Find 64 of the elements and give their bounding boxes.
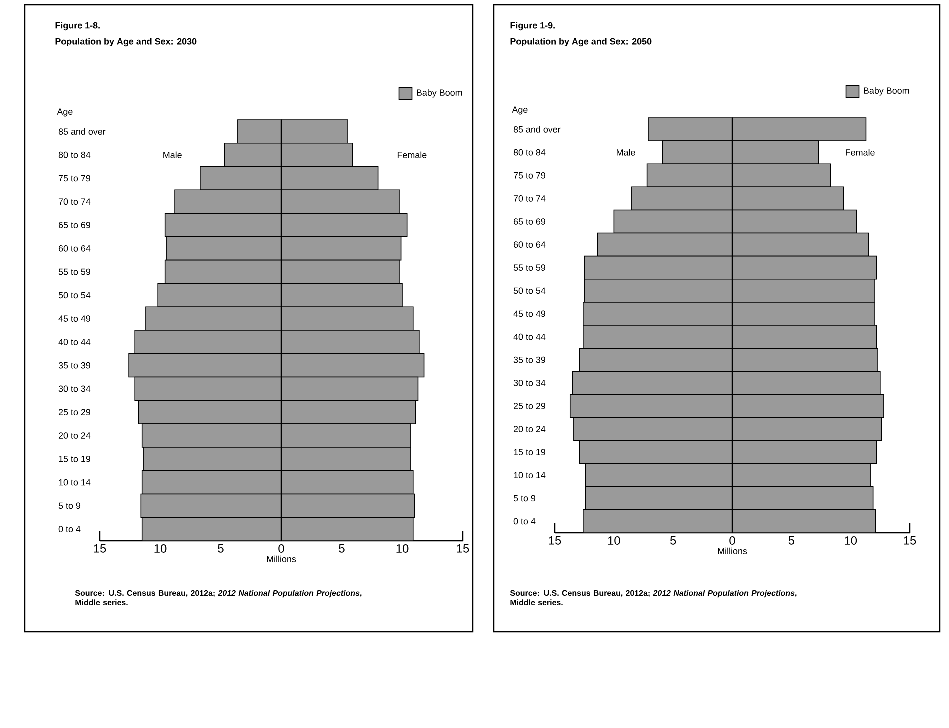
x-axis-title: Millions [267,556,296,562]
y-tick-label: 0 to 4 [514,518,536,525]
chart-subtitle: Population by Age and Sex: 2050 [510,38,652,47]
text: Male [164,152,182,158]
y-tick-label: 85 and over [58,128,106,135]
y-tick-label: 20 to 24 [58,432,91,439]
x-tick-label: 10 [845,536,858,545]
y-tick-label: 30 to 34 [514,380,546,386]
chart-subtitle: Population by Age and Sex: 2030 [56,38,197,47]
text: Female [398,152,427,158]
y-axis-title: Age [57,108,73,117]
y-tick-label: 80 to 84 [514,149,546,156]
y-tick-label: 50 to 54 [58,292,91,299]
x-tick-label: 5 [339,544,345,553]
x-tick-label: 15 [904,536,916,545]
chart-title: Figure 1-8. [56,22,100,31]
series-label: Female [846,149,875,156]
y-tick-label: 80 to 84 [58,152,91,158]
x-tick-label: 5 [218,544,224,553]
x-tick-label: 0 [278,544,284,553]
y-tick-label: 45 to 49 [514,310,546,318]
y-tick-label: 40 to 44 [58,339,91,346]
y-tick-label: 50 to 54 [514,288,546,294]
y-tick-label: 5 to 9 [58,502,81,510]
y-tick-label: 10 to 14 [514,472,546,479]
x-tick-label: 15 [457,544,470,553]
y-tick-label: 25 to 29 [514,403,546,410]
x-axis-title: Millions [718,548,748,554]
y-tick-label: 75 to 79 [514,172,546,179]
y-tick-label: 45 to 49 [58,316,90,322]
y-tick-label: 35 to 39 [58,362,90,369]
x-tick-label: 10 [154,544,167,553]
legend-title: Baby Boom [417,89,462,98]
y-tick-label: 15 to 19 [59,456,90,462]
legend-title: Baby Boom [864,87,910,96]
x-tick-label: 10 [396,544,409,553]
y-tick-label: 15 to 19 [514,449,546,456]
y-tick-label: 40 to 44 [514,334,546,340]
y-tick-label: 30 to 34 [58,386,91,392]
y-tick-label: 60 to 64 [58,245,91,252]
y-tick-label: 5 to 9 [514,495,536,502]
y-axis-title: Age [512,106,528,115]
y-tick-label: 20 to 24 [514,426,546,432]
y-tick-label: 65 to 69 [514,218,546,225]
x-tick-label: 5 [670,536,676,545]
y-tick-label: 70 to 74 [58,198,91,206]
y-tick-label: 55 to 59 [514,264,546,272]
y-tick-label: 65 to 69 [58,222,90,228]
y-tick-label: 75 to 79 [58,175,90,182]
x-tick-label: 10 [608,536,620,545]
y-tick-label: 55 to 59 [58,268,90,276]
series-label: Male [617,149,636,156]
y-tick-label: 35 to 39 [514,356,546,364]
x-tick-label: 0 [730,536,736,545]
x-tick-label: 5 [788,536,794,545]
y-tick-label: 0 to 4 [58,526,81,532]
y-tick-label: 85 and over [514,126,561,133]
y-tick-label: 25 to 29 [58,409,90,416]
x-tick-label: 15 [549,536,562,545]
chart-title: Figure 1-9. [510,22,555,31]
y-tick-label: 70 to 74 [514,196,546,202]
y-tick-label: 60 to 64 [514,242,546,248]
x-tick-label: 15 [94,544,106,553]
y-tick-label: 10 to 14 [59,479,91,486]
